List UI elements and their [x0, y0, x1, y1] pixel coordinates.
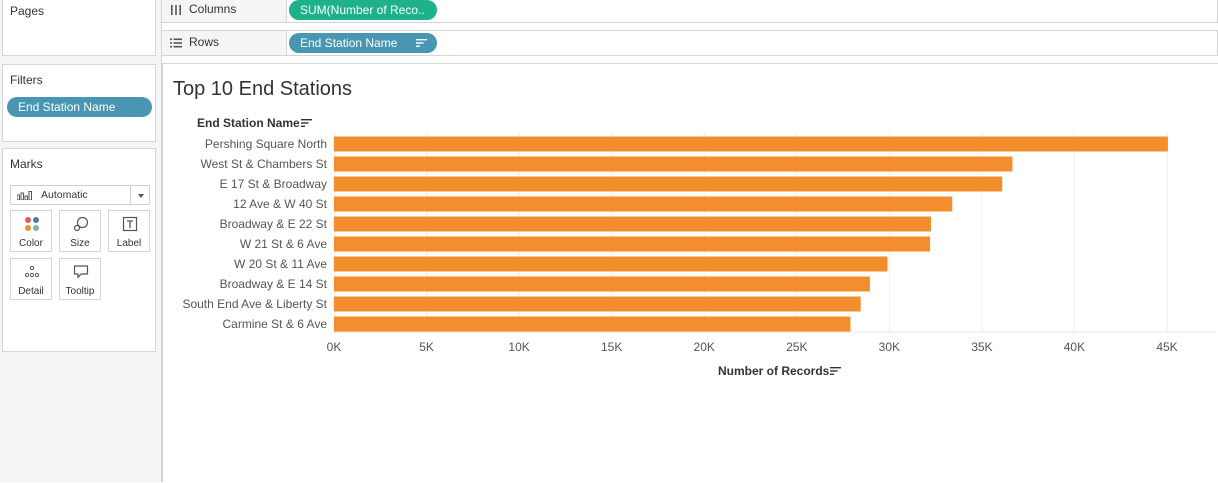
bar[interactable]: [334, 256, 888, 272]
detail-label: Detail: [18, 286, 44, 297]
bar[interactable]: [334, 176, 1003, 192]
category-label: E 17 St & Broadway: [220, 177, 327, 191]
color-dots-icon: [25, 217, 39, 231]
columns-label: Columns: [189, 2, 237, 16]
category-label: West St & Chambers St: [201, 157, 328, 171]
category-label: Carmine St & 6 Ave: [223, 317, 328, 331]
chart-title: Top 10 End Stations: [173, 78, 353, 100]
bar-chart-icon: [17, 191, 32, 200]
detail-button[interactable]: Detail: [10, 258, 52, 300]
x-tick-label: 45K: [1156, 340, 1177, 354]
sort-descending-icon[interactable]: [830, 367, 841, 375]
category-label: Broadway & E 14 St: [220, 277, 328, 291]
x-tick-label: 15K: [601, 340, 622, 354]
bar[interactable]: [334, 216, 931, 232]
x-tick-label: 30K: [879, 340, 900, 354]
columns-shelf[interactable]: Columns SUM(Number of Reco..: [162, 0, 1218, 23]
color-label: Color: [19, 238, 43, 249]
x-tick-label: 20K: [694, 340, 715, 354]
bar[interactable]: [334, 136, 1168, 152]
category-label: Broadway & E 22 St: [220, 217, 328, 231]
category-label: W 21 St & 6 Ave: [240, 237, 327, 251]
x-tick-label: 10K: [508, 340, 529, 354]
x-tick-label: 40K: [1064, 340, 1085, 354]
x-tick-label: 25K: [786, 340, 807, 354]
mark-type-dropdown[interactable]: Automatic: [10, 185, 150, 205]
x-tick-label: 0K: [327, 340, 342, 354]
color-button[interactable]: Color: [10, 210, 52, 252]
bar[interactable]: [334, 156, 1013, 172]
rows-label: Rows: [189, 35, 220, 49]
tooltip-label: Tooltip: [65, 286, 95, 297]
category-label: South End Ave & Liberty St: [182, 297, 327, 311]
category-label: Pershing Square North: [205, 137, 327, 151]
x-tick-label: 5K: [419, 340, 434, 354]
columns-shelf-header: Columns: [162, 0, 287, 22]
category-label: W 20 St & 11 Ave: [234, 257, 327, 271]
rows-icon: [170, 38, 182, 48]
marks-card: Marks Automatic Color: [2, 148, 156, 352]
dropdown-divider: [130, 186, 131, 204]
mark-type-value: Automatic: [41, 189, 88, 201]
chevron-down-icon[interactable]: [138, 194, 144, 198]
bar-chart: Pershing Square North West St & Chambers …: [182, 132, 1215, 354]
bar[interactable]: [334, 236, 931, 252]
pages-title: Pages: [10, 4, 45, 18]
columns-icon: [171, 5, 181, 15]
detail-dots-icon: [24, 265, 40, 278]
tooltip-button[interactable]: Tooltip: [59, 258, 101, 300]
size-label: Size: [70, 238, 90, 249]
sort-descending-icon[interactable]: [301, 119, 312, 127]
bar[interactable]: [334, 196, 953, 212]
marks-title: Marks: [10, 157, 43, 171]
x-axis-title[interactable]: Number of Records: [718, 364, 830, 378]
rows-pill-end-station-name[interactable]: End Station Name: [289, 33, 437, 53]
text-label-icon: [122, 216, 138, 232]
bar[interactable]: [334, 276, 870, 292]
sort-descending-icon[interactable]: [416, 39, 427, 47]
size-icon: [73, 216, 89, 232]
label-label: Label: [116, 238, 142, 249]
rows-shelf-header: Rows: [162, 31, 287, 55]
category-label: 12 Ave & W 40 St: [233, 197, 327, 211]
left-panel: Pages Filters End Station Name Marks Aut…: [0, 0, 162, 482]
size-button[interactable]: Size: [59, 210, 101, 252]
pages-card[interactable]: Pages: [2, 0, 156, 56]
rows-pill-label: End Station Name: [300, 36, 398, 50]
label-button[interactable]: Label: [108, 210, 150, 252]
view-area: Top 10 End Stations End Station Name Per…: [162, 63, 1218, 482]
x-tick-label: 35K: [971, 340, 992, 354]
filters-title: Filters: [10, 73, 43, 87]
tooltip-icon: [73, 265, 89, 279]
columns-pill-sum-records[interactable]: SUM(Number of Reco..: [289, 0, 437, 20]
rows-shelf[interactable]: Rows End Station Name: [162, 30, 1218, 56]
filter-pill-end-station-name[interactable]: End Station Name: [7, 97, 152, 117]
bar[interactable]: [334, 296, 861, 312]
bar[interactable]: [334, 316, 851, 332]
filters-card[interactable]: Filters End Station Name: [2, 64, 156, 142]
row-header-end-station-name[interactable]: End Station Name: [197, 116, 300, 130]
